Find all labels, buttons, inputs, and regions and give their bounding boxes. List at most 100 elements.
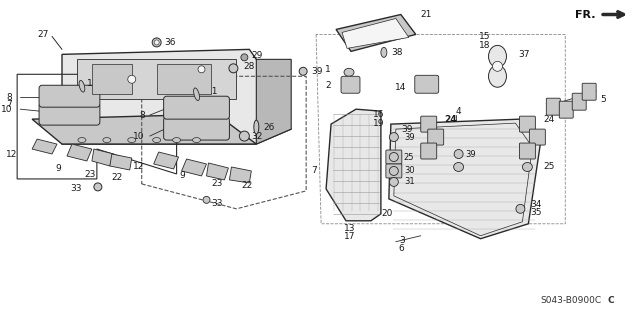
Ellipse shape — [103, 137, 111, 143]
Text: 26: 26 — [263, 122, 275, 132]
Text: C: C — [607, 296, 614, 305]
FancyBboxPatch shape — [415, 75, 438, 93]
Ellipse shape — [193, 88, 200, 100]
Ellipse shape — [454, 150, 463, 159]
Text: 11: 11 — [207, 87, 218, 96]
Text: 31: 31 — [404, 177, 415, 186]
Text: 12: 12 — [6, 150, 17, 159]
Polygon shape — [62, 49, 291, 144]
Ellipse shape — [94, 183, 102, 191]
FancyBboxPatch shape — [164, 96, 229, 119]
Ellipse shape — [522, 162, 532, 171]
Ellipse shape — [454, 162, 463, 171]
Ellipse shape — [229, 64, 238, 73]
Text: 14: 14 — [396, 83, 407, 92]
Ellipse shape — [153, 137, 161, 143]
Ellipse shape — [203, 197, 210, 203]
Ellipse shape — [173, 137, 180, 143]
Ellipse shape — [78, 137, 86, 143]
Text: 23: 23 — [84, 170, 95, 180]
Text: 39: 39 — [466, 150, 476, 159]
Polygon shape — [326, 109, 381, 221]
Text: 37: 37 — [518, 50, 530, 59]
Text: 30: 30 — [404, 167, 415, 175]
Text: 22: 22 — [241, 182, 253, 190]
FancyBboxPatch shape — [341, 76, 360, 93]
Polygon shape — [32, 139, 57, 154]
Polygon shape — [154, 152, 179, 169]
Text: 5: 5 — [600, 95, 606, 104]
FancyBboxPatch shape — [39, 85, 100, 107]
Text: FR.: FR. — [575, 10, 595, 19]
Text: 10: 10 — [1, 105, 12, 114]
FancyBboxPatch shape — [559, 101, 573, 118]
Text: 16: 16 — [373, 110, 385, 119]
Text: 15: 15 — [479, 32, 490, 41]
Text: 10: 10 — [133, 131, 145, 141]
FancyBboxPatch shape — [420, 116, 436, 132]
Text: 36: 36 — [164, 38, 176, 47]
Polygon shape — [110, 154, 132, 170]
Text: 22: 22 — [112, 174, 123, 182]
FancyBboxPatch shape — [547, 98, 560, 115]
Text: 1: 1 — [325, 65, 331, 74]
Text: 9: 9 — [55, 165, 61, 174]
FancyBboxPatch shape — [386, 164, 402, 178]
Ellipse shape — [488, 45, 506, 67]
Ellipse shape — [128, 137, 136, 143]
Polygon shape — [67, 144, 92, 161]
Text: 6: 6 — [399, 244, 404, 253]
Text: 8: 8 — [139, 111, 145, 120]
Text: 38: 38 — [391, 48, 403, 57]
Text: 32: 32 — [252, 131, 262, 141]
Polygon shape — [389, 119, 540, 239]
Text: 3: 3 — [399, 236, 404, 245]
FancyBboxPatch shape — [386, 150, 402, 164]
Polygon shape — [229, 167, 252, 183]
Text: 35: 35 — [531, 208, 542, 217]
Polygon shape — [207, 163, 228, 180]
FancyBboxPatch shape — [428, 129, 444, 145]
Text: S043-B0900C: S043-B0900C — [540, 296, 602, 305]
Ellipse shape — [493, 61, 502, 71]
Ellipse shape — [381, 48, 387, 57]
FancyBboxPatch shape — [39, 103, 100, 125]
Ellipse shape — [154, 40, 159, 45]
Text: 24: 24 — [543, 115, 555, 124]
Ellipse shape — [241, 54, 248, 61]
Polygon shape — [342, 19, 409, 48]
FancyBboxPatch shape — [582, 83, 596, 100]
Ellipse shape — [239, 131, 250, 141]
Text: 19: 19 — [373, 119, 385, 128]
Text: 25: 25 — [543, 162, 555, 172]
Text: 21: 21 — [420, 10, 432, 19]
Text: 2: 2 — [326, 81, 331, 90]
FancyBboxPatch shape — [164, 117, 229, 140]
Ellipse shape — [389, 167, 398, 175]
FancyBboxPatch shape — [520, 143, 536, 159]
Text: 17: 17 — [344, 232, 356, 241]
Text: 39: 39 — [401, 125, 412, 134]
Text: 20: 20 — [381, 209, 392, 218]
Text: 39: 39 — [311, 67, 323, 76]
Text: 8: 8 — [6, 93, 12, 102]
Polygon shape — [182, 159, 207, 176]
Text: 29: 29 — [252, 51, 262, 60]
Polygon shape — [336, 14, 416, 51]
Bar — [92, 64, 132, 94]
Ellipse shape — [299, 67, 307, 75]
Text: 13: 13 — [344, 224, 356, 233]
Bar — [77, 59, 236, 99]
FancyBboxPatch shape — [420, 143, 436, 159]
Polygon shape — [257, 59, 291, 144]
Text: 34: 34 — [531, 200, 541, 209]
FancyBboxPatch shape — [520, 116, 536, 132]
Ellipse shape — [254, 120, 259, 134]
Text: 25: 25 — [404, 152, 414, 161]
Ellipse shape — [128, 75, 136, 83]
Ellipse shape — [193, 137, 200, 143]
Text: 12: 12 — [133, 162, 145, 172]
Text: 33: 33 — [211, 199, 223, 208]
Text: 18: 18 — [479, 41, 490, 50]
Ellipse shape — [389, 133, 398, 142]
